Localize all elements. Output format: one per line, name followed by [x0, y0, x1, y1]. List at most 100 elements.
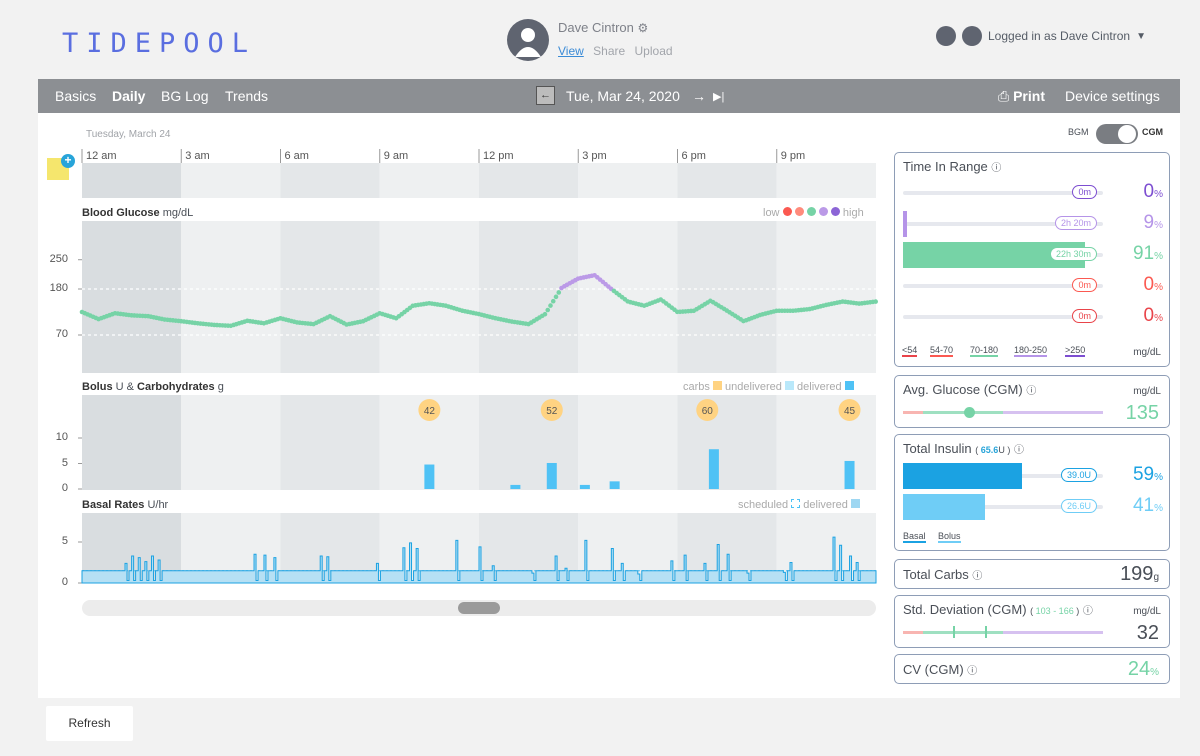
- notes-band-segment: [181, 163, 281, 198]
- bolus-bar: [844, 460, 855, 489]
- refresh-button[interactable]: Refresh: [46, 706, 133, 741]
- bg-band-segment: [181, 221, 281, 373]
- caret-down-icon: ▼: [1136, 30, 1146, 42]
- bg-band-segment: [379, 221, 479, 373]
- time-tick-label: 3 am: [185, 150, 209, 162]
- legend-dot-high: [818, 207, 828, 216]
- tir-row: 22h 30m 91%: [903, 242, 1163, 268]
- bg-axis-70: 70: [55, 328, 68, 340]
- bolus-chart-title: Bolus U & Carbohydrates g: [82, 381, 224, 393]
- bg-band-segment: [578, 221, 678, 373]
- notes-band-segment: [280, 163, 380, 198]
- user-icon: [962, 26, 982, 46]
- tir-percent: 9%: [1143, 212, 1163, 233]
- info-icon[interactable]: ⓘ: [967, 666, 978, 677]
- patient-name: Dave Cintron: [558, 20, 634, 35]
- total-insulin-title: Total Insulin ( 65.6U ) ⓘ: [903, 441, 1024, 456]
- std-deviation-value: 32: [1136, 622, 1159, 644]
- cv-title: CV (CGM) ⓘ: [903, 662, 978, 677]
- current-date: Tue, Mar 24, 2020: [566, 88, 680, 104]
- time-tick-label: 9 pm: [781, 150, 805, 162]
- bolus-axis-5: 5: [61, 457, 68, 469]
- toggle-knob: [1118, 125, 1136, 143]
- view-link[interactable]: View: [558, 44, 584, 58]
- info-icon[interactable]: ⓘ: [1013, 445, 1024, 456]
- bg-band-segment: [776, 221, 876, 373]
- prev-day-button[interactable]: ←: [536, 86, 555, 105]
- info-icon[interactable]: ⓘ: [991, 163, 1002, 174]
- share-link[interactable]: Share: [593, 44, 626, 58]
- basal-delivered-area: [81, 536, 877, 584]
- add-note-button[interactable]: +: [47, 154, 75, 180]
- tir-legend: <54 54-70 70-180 180-250 >250: [902, 345, 1102, 359]
- basal-insulin-pill: 39.0U: [1060, 468, 1097, 482]
- std-deviation-range-bar: [903, 631, 1103, 634]
- bg-legend: low high: [763, 207, 864, 219]
- tir-legend-target: 70-180: [970, 345, 999, 357]
- bolus-band-segment: [280, 395, 380, 490]
- carb-circle: [540, 399, 563, 421]
- tidepool-logo[interactable]: TIDEPOOL: [62, 28, 257, 59]
- bolus-bar: [708, 449, 719, 489]
- bg-chart-title: Blood Glucose mg/dL: [82, 207, 194, 219]
- tir-bar: [903, 211, 907, 237]
- legend-carbs-swatch: [712, 381, 722, 390]
- avg-glucose-unit: mg/dL: [1133, 386, 1161, 397]
- scrollbar-thumb[interactable]: [458, 602, 500, 614]
- tab-daily[interactable]: Daily: [112, 88, 146, 104]
- info-icon[interactable]: ⓘ: [972, 571, 983, 582]
- basal-chart-title: Basal Rates U/hr: [82, 499, 169, 511]
- bolus-band-segment: [677, 395, 777, 490]
- basal-legend: scheduled delivered: [738, 499, 860, 511]
- avg-glucose-marker: [964, 407, 975, 418]
- std-deviation-title: Std. Deviation (CGM) ( 103 - 166 ) ⓘ: [903, 602, 1093, 617]
- bg-reading-dot: [548, 303, 553, 308]
- legend-dot-target: [806, 207, 816, 216]
- tir-duration-pill: 2h 20m: [1054, 216, 1097, 230]
- total-insulin-stat: Total Insulin ( 65.6U ) ⓘ 39.0U 59% 26.6…: [894, 434, 1170, 551]
- bolus-bar: [609, 481, 620, 489]
- tab-bg-log[interactable]: BG Log: [161, 88, 209, 104]
- tir-title: Time In Range ⓘ: [903, 159, 1002, 174]
- care-team-icon[interactable]: [936, 26, 956, 46]
- legend-scheduled-swatch: [791, 499, 801, 508]
- bg-axis-250: 250: [49, 253, 68, 265]
- bg-band-segment: [280, 221, 380, 373]
- bg-band-segment: [82, 221, 182, 373]
- bolus-insulin-row: 26.6U 41%: [903, 494, 1163, 520]
- info-icon[interactable]: ⓘ: [1026, 386, 1037, 397]
- timeline-scrollbar[interactable]: [82, 600, 876, 616]
- basal-insulin-pct: 59%: [1132, 464, 1163, 485]
- bolus-band-segment: [578, 395, 678, 490]
- tir-row: 0m 0%: [903, 273, 1163, 299]
- bg-band-segment: [677, 221, 777, 373]
- cgm-label: CGM: [1142, 127, 1163, 137]
- tab-basics[interactable]: Basics: [55, 88, 97, 104]
- tir-legend-low: 54-70: [930, 345, 954, 357]
- upload-link[interactable]: Upload: [634, 44, 673, 58]
- tab-trends[interactable]: Trends: [225, 88, 269, 104]
- bolus-band-segment: [181, 395, 281, 490]
- std-deviation-unit: mg/dL: [1133, 606, 1161, 617]
- logged-in-label: Logged in as Dave Cintron: [988, 29, 1131, 43]
- cv-stat: CV (CGM) ⓘ 24%: [894, 654, 1170, 684]
- info-icon[interactable]: ⓘ: [1082, 606, 1093, 617]
- bgm-cgm-toggle[interactable]: [1096, 124, 1138, 144]
- daily-chart: 12 am 3 am 6 am 9 am 12 pm 3 pm 6 pm 9 pm 42 52 60…: [78, 149, 878, 584]
- most-recent-button[interactable]: ▶|: [713, 91, 725, 103]
- time-in-range-stat: Time In Range ⓘ 0m 0% 2h 20m 9% 22h 30m 91% 0m…: [894, 152, 1170, 367]
- user-menu[interactable]: Logged in as Dave Cintron ▼: [936, 26, 1146, 46]
- std-deviation-low-marker: [953, 626, 955, 638]
- bolus-insulin-bar: [903, 494, 985, 520]
- bolus-bar: [579, 484, 590, 489]
- gear-icon[interactable]: ⚙: [637, 21, 649, 35]
- next-day-button[interactable]: →: [692, 88, 706, 104]
- printer-icon: ⎙: [998, 88, 1014, 104]
- print-button[interactable]: ⎙ Print: [998, 88, 1045, 104]
- device-settings-tab[interactable]: Device settings: [1065, 88, 1160, 104]
- tir-row: 2h 20m 9%: [903, 211, 1163, 237]
- tir-percent: 0%: [1143, 305, 1163, 326]
- bg-reading-dot: [550, 298, 556, 304]
- carb-circle: [838, 399, 861, 421]
- std-deviation-stat: Std. Deviation (CGM) ( 103 - 166 ) ⓘ mg/…: [894, 595, 1170, 648]
